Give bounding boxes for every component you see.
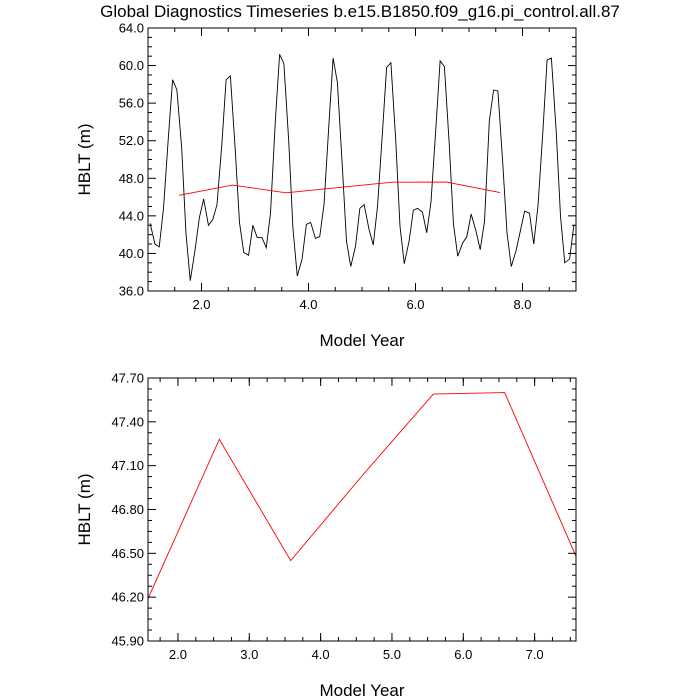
y-tick-label: 48.0 bbox=[119, 171, 144, 186]
x-tick-label: 2.0 bbox=[192, 297, 210, 312]
x-axis-title: Model Year bbox=[319, 681, 404, 700]
panel-timeseries-annual: 45.90 46.20 46.50 46.80 47.10 47.40 47.70 2.0 3.… bbox=[75, 371, 577, 700]
y-tick-label: 46.50 bbox=[111, 546, 144, 561]
plot-frame bbox=[147, 377, 577, 642]
x-tick-label: 6.0 bbox=[406, 297, 424, 312]
chart-title: Global Diagnostics Timeseries b.e15.B185… bbox=[100, 2, 620, 21]
series-line-2 bbox=[178, 181, 501, 196]
y-tick-label: 47.70 bbox=[111, 371, 144, 386]
plot-frame bbox=[147, 27, 577, 292]
series-line-1 bbox=[149, 54, 575, 281]
y-tick-label: 60.0 bbox=[119, 58, 144, 73]
y-axis-title: HBLT (m) bbox=[75, 473, 94, 545]
y-tick-label: 52.0 bbox=[119, 133, 144, 148]
series-line-1 bbox=[148, 392, 576, 599]
y-tick-label: 64.0 bbox=[119, 21, 144, 36]
y-tick-label: 56.0 bbox=[119, 96, 144, 111]
x-tick-label: 3.0 bbox=[240, 647, 258, 662]
x-axis-title: Model Year bbox=[319, 331, 404, 350]
panel-timeseries-monthly: 36.0 40.0 44.0 48.0 52.0 56.0 60.0 64.0 2.0 4.0 6.… bbox=[75, 21, 577, 350]
x-tick-label: 4.0 bbox=[299, 297, 317, 312]
y-tick-label: 45.90 bbox=[111, 634, 144, 649]
x-tick-label: 4.0 bbox=[312, 647, 330, 662]
y-tick-label: 46.20 bbox=[111, 590, 144, 605]
y-tick-label: 47.10 bbox=[111, 458, 144, 473]
x-tick-label: 7.0 bbox=[526, 647, 544, 662]
y-tick-label: 47.40 bbox=[111, 414, 144, 429]
x-tick-label: 2.0 bbox=[169, 647, 187, 662]
y-axis-title: HBLT (m) bbox=[75, 123, 94, 195]
y-tick-label: 36.0 bbox=[119, 284, 144, 299]
x-tick-label: 8.0 bbox=[513, 297, 531, 312]
y-tick-label: 44.0 bbox=[119, 208, 144, 223]
x-tick-label: 6.0 bbox=[454, 647, 472, 662]
y-tick-label: 46.80 bbox=[111, 502, 144, 517]
y-tick-label: 40.0 bbox=[119, 246, 144, 261]
x-tick-label: 5.0 bbox=[383, 647, 401, 662]
